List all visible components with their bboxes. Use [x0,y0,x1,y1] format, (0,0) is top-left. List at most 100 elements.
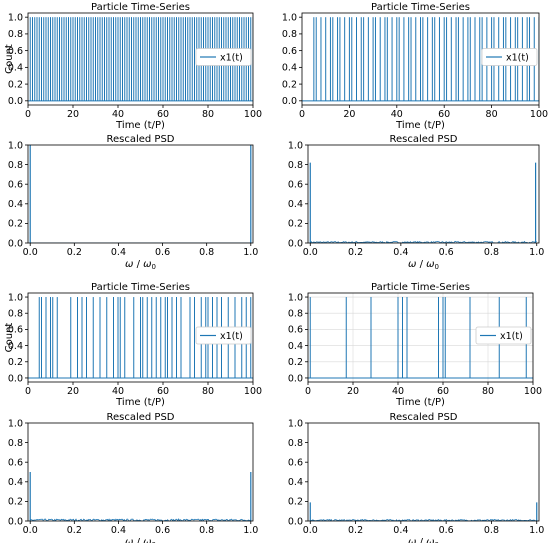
y-tick-label: 0.6 [8,458,23,469]
panel-p7: 0.0 0.2 0.4 0.6 0.8 1.0 0.0 0.2 0.4 0.6 0.8 1.0 Resc… [8,412,258,543]
y-tick-label: 0.4 [288,199,303,210]
x-tick-label: 0.0 [303,247,318,258]
y-tick-label: 1.0 [8,140,23,151]
y-tick-label: 0.6 [288,458,303,469]
x-axis-label: Time (t/P) [395,120,445,131]
axes-frame [27,422,254,522]
y-tick-label: 1.0 [288,140,303,151]
x-axis-label: Time (t/P) [115,120,165,131]
y-tick-label: 0.4 [288,477,303,488]
axes-frame [301,12,540,106]
y-tick-label: 0.4 [8,63,23,74]
x-tick-label: 100 [244,109,262,120]
panel-p5: 0 20 40 60 80 100 0.0 0.2 0.4 0.6 0.8 1.0 Particle T… [4,282,262,408]
x-tick-label: 0.6 [155,525,170,536]
chart-title: Particle Time-Series [91,282,190,293]
chart-title: Rescaled PSD [389,134,457,145]
plot-area [309,162,537,243]
chart-title: Rescaled PSD [106,412,174,423]
y-tick-label: 0.2 [288,497,303,508]
legend: x1(t) [475,326,532,345]
y-tick-label: 0.6 [288,180,303,191]
x-tick-label: 80 [202,109,214,120]
y-tick-label: 0.4 [288,341,303,352]
y-tick-label: 0.0 [282,96,297,107]
x-tick-label: 40 [112,386,124,397]
y-tick-label: 0.4 [8,341,23,352]
x-tick-label: 0 [299,109,305,120]
chart-title: Particle Time-Series [371,2,470,13]
legend: x1(t) [195,48,252,66]
legend-label: x1(t) [500,331,523,342]
y-tick-label: 0.8 [282,29,297,40]
chart-title: Particle Time-Series [371,282,470,293]
x-tick-label: 0.6 [439,247,454,258]
x-tick-label: 80 [482,386,494,397]
x-tick-label: 0.0 [23,525,38,536]
panel-p4: 0.0 0.2 0.4 0.6 0.8 1.0 0.0 0.2 0.4 0.6 0.8 1.0 Resc… [288,134,544,271]
y-tick-label: 0.8 [288,438,303,449]
x-tick-label: 0.6 [155,247,170,258]
x-tick-label: 0.4 [111,247,126,258]
psd-noise-floor [30,518,252,521]
y-tick-label: 0.6 [8,46,23,57]
x-tick-label: 0.2 [348,247,363,258]
y-tick-label: 0.8 [288,160,303,171]
y-tick-label: 0.8 [288,309,303,320]
x-tick-label: 80 [486,109,498,120]
x-tick-label: 0.4 [111,525,126,536]
x-tick-label: 40 [391,109,403,120]
plot-area [29,145,252,243]
x-axis-label: ω / ω0 [408,537,439,543]
legend: x1(t) [195,326,252,345]
x-axis-label: Time (t/P) [395,397,445,408]
y-tick-label: 0.8 [8,309,23,320]
y-axis-label: Count [4,44,15,74]
legend: x1(t) [481,48,538,66]
legend-label: x1(t) [220,53,243,64]
y-tick-label: 0.0 [8,373,23,384]
axes-frame [307,144,540,244]
axes-frame [307,422,540,522]
y-tick-label: 0.0 [288,373,303,384]
y-tick-label: 0.6 [288,325,303,336]
panel-p2: 0 20 40 60 80 100 0.0 0.2 0.4 0.6 0.8 1.0 Particle T… [282,2,548,131]
x-tick-label: 20 [67,109,79,120]
y-tick-label: 1.0 [8,418,23,429]
y-tick-label: 0.4 [282,63,297,74]
plot-area [302,17,539,102]
axes-frame [27,292,254,383]
axes-frame [27,12,254,106]
x-tick-label: 40 [112,109,124,120]
legend-label: x1(t) [220,331,243,342]
y-tick-label: 0.2 [288,219,303,230]
plot-area [309,502,538,521]
x-axis-label: Time (t/P) [115,397,165,408]
y-tick-label: 1.0 [288,418,303,429]
psd-noise-floor [310,518,537,521]
x-tick-label: 1.0 [529,247,544,258]
y-tick-label: 1.0 [8,12,23,23]
x-tick-label: 0.8 [484,247,499,258]
y-tick-label: 0.0 [288,516,303,527]
x-tick-label: 0.4 [393,525,408,536]
x-tick-label: 0 [25,386,31,397]
y-tick-label: 0.6 [8,325,23,336]
x-tick-label: 1.0 [529,525,544,536]
y-axis-label: Count [4,323,15,353]
x-tick-label: 60 [157,109,169,120]
panel-p6: 0 20 40 60 80 100 0.0 0.2 0.4 0.6 0.8 1.0 Particle T… [288,282,542,408]
x-tick-label: 20 [67,386,79,397]
x-tick-label: 80 [202,386,214,397]
x-tick-label: 60 [438,109,450,120]
legend-box [195,48,252,66]
plot-area [29,472,252,521]
y-tick-label: 1.0 [282,12,297,23]
y-tick-label: 0.0 [288,238,303,249]
x-tick-label: 0 [25,109,31,120]
axes-frame [307,292,534,383]
x-axis-label: ω / ω0 [125,259,156,271]
y-tick-label: 0.4 [8,477,23,488]
x-tick-label: 100 [244,386,262,397]
